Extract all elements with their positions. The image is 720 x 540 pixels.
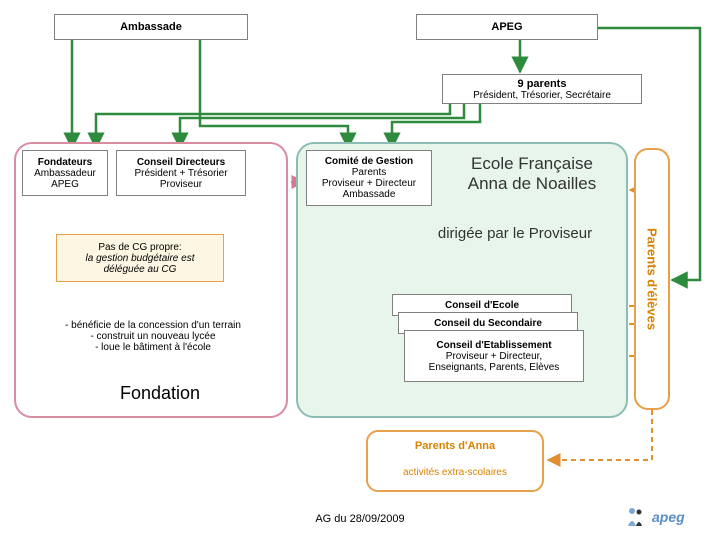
conseil-sec-label: Conseil du Secondaire (434, 318, 542, 329)
dirigee-text: dirigée par le Proviseur (400, 222, 630, 244)
fondation-label: Fondation (120, 383, 200, 404)
parents-anna-title: Parents d'Anna (370, 436, 540, 456)
pascg-l2: la gestion budgétaire est (86, 253, 195, 264)
box-conseil-directeurs: Conseil Directeurs Président + Trésorier… (116, 150, 246, 196)
conseildir-l1: Président + Trésorier (134, 168, 227, 179)
parents9-sub: Président, Trésorier, Secrétaire (473, 90, 611, 101)
box-ambassade: Ambassade (54, 14, 248, 40)
parents9-title: 9 parents (518, 78, 567, 90)
fondateurs-l2: APEG (51, 179, 79, 190)
conseildir-title: Conseil Directeurs (137, 157, 225, 168)
fondateurs-l1: Ambassadeur (34, 168, 96, 179)
conseildir-l2: Proviseur (160, 179, 202, 190)
comite-l2: Proviseur + Directeur (322, 178, 416, 189)
conseil-etab-l1: Proviseur + Directeur, (446, 351, 542, 362)
parents-eleves-container: Parents d'élèves (634, 148, 670, 410)
benef-l2: - construit un nouveau lycée (90, 331, 215, 342)
comite-title: Comité de Gestion (325, 156, 413, 167)
ecole-l2: Anna de Noailles (468, 174, 597, 194)
footer-label: AG du 28/09/2009 (315, 513, 404, 525)
activites-label: activités extra-scolaires (403, 467, 507, 478)
dirigee-label: dirigée par le Proviseur (438, 225, 592, 242)
logo-text: apeg (652, 509, 685, 525)
parents-anna-label: Parents d'Anna (415, 440, 495, 452)
conseil-etab-title: Conseil d'Etablissement (436, 340, 551, 351)
logo-apeg: apeg (622, 502, 708, 532)
box-apeg: APEG (416, 14, 598, 40)
box-9parents: 9 parents Président, Trésorier, Secrétai… (442, 74, 642, 104)
ecole-title: Ecole Française Anna de Noailles (438, 150, 626, 198)
benef-text: - bénéficie de la concession d'un terrai… (30, 312, 276, 360)
fondation-title: Fondation (60, 378, 260, 408)
pascg-l1: Pas de CG propre: (98, 242, 181, 253)
conseil-etab-l2: Enseignants, Parents, Elèves (429, 362, 560, 373)
box-conseil-etablissement: Conseil d'Etablissement Proviseur + Dire… (404, 330, 584, 382)
footer-text: AG du 28/09/2009 (280, 510, 440, 528)
activites-text: activités extra-scolaires (370, 462, 540, 482)
benef-l1: - bénéficie de la concession d'un terrai… (65, 320, 241, 331)
box-fondateurs: Fondateurs Ambassadeur APEG (22, 150, 108, 196)
pascg-l3: déléguée au CG (104, 264, 177, 275)
conseil-ecole-label: Conseil d'Ecole (445, 300, 519, 311)
box-comite-gestion: Comité de Gestion Parents Proviseur + Di… (306, 150, 432, 206)
comite-l1: Parents (352, 167, 386, 178)
benef-l3: - loue le bâtiment à l'école (95, 342, 211, 353)
apeg-title: APEG (491, 21, 522, 33)
parents-eleves-label: Parents d'élèves (645, 228, 660, 330)
ambassade-title: Ambassade (120, 21, 182, 33)
ecole-l1: Ecole Française (471, 154, 593, 174)
comite-l3: Ambassade (343, 189, 396, 200)
box-pas-cg: Pas de CG propre: la gestion budgétaire … (56, 234, 224, 282)
fondateurs-title: Fondateurs (38, 157, 92, 168)
people-icon (622, 504, 648, 530)
